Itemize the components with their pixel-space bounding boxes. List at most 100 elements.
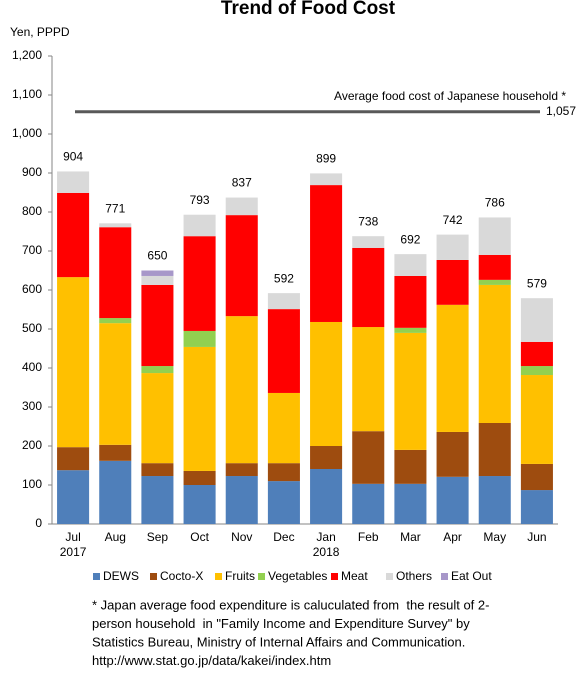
bar-segment <box>99 323 132 445</box>
x-tick-label: Nov <box>231 530 252 544</box>
bar-segment <box>267 309 300 393</box>
bar-segment <box>478 254 511 280</box>
bar-segment <box>99 318 132 324</box>
bar-segment <box>352 483 385 524</box>
bar-segment <box>520 490 553 524</box>
total-label: 904 <box>63 150 83 164</box>
total-label: 592 <box>274 271 294 285</box>
total-label: 837 <box>232 176 252 190</box>
bar-segment <box>520 341 553 367</box>
bar-segment <box>141 270 174 276</box>
legend-label: Others <box>396 569 432 583</box>
bar-segment <box>225 215 258 317</box>
bar-segment <box>225 476 258 524</box>
x-tick-label: Jun <box>527 530 546 544</box>
bar-segment <box>478 279 511 285</box>
bar-segment <box>225 316 258 464</box>
bar-segment <box>141 463 174 477</box>
legend-swatch <box>386 573 393 580</box>
y-tick-label: 1,200 <box>12 48 42 62</box>
bar-segment <box>478 476 511 524</box>
bar-segment <box>436 234 469 260</box>
footnote: http://www.stat.go.jp/data/kakei/index.h… <box>92 653 331 668</box>
bar-segment <box>394 275 427 328</box>
legend-label: DEWS <box>103 569 139 583</box>
legend-swatch <box>441 573 448 580</box>
bar-segment <box>183 236 216 331</box>
bar-segment <box>310 321 343 446</box>
legend-label: Cocto-X <box>160 569 203 583</box>
bar-segment <box>478 284 511 423</box>
legend-label: Meat <box>341 569 368 583</box>
y-tick-label: 800 <box>22 204 42 218</box>
bar-segment <box>99 460 132 524</box>
bar-segment <box>520 366 553 376</box>
bar-segment <box>394 332 427 450</box>
y-axis-label: Yen, PPPD <box>10 25 70 39</box>
y-tick-label: 500 <box>22 321 42 335</box>
bar-segment <box>520 375 553 464</box>
bar-segment <box>57 447 90 471</box>
bar-segment <box>141 366 174 374</box>
bar-segment <box>267 463 300 482</box>
y-tick-label: 200 <box>22 438 42 452</box>
footnote: person household in "Family Income and E… <box>92 616 470 631</box>
x-tick-label: Aug <box>105 530 126 544</box>
y-tick-label: 0 <box>35 516 42 530</box>
bar-segment <box>436 431 469 477</box>
bar-segment <box>267 392 300 464</box>
x-tick-label: May <box>483 530 506 544</box>
footnote: * Japan average food expenditure is calu… <box>92 597 489 612</box>
x-tick-label: Jul <box>65 530 80 544</box>
bar-segment <box>310 469 343 524</box>
y-tick-label: 100 <box>22 477 42 491</box>
y-tick-label: 900 <box>22 165 42 179</box>
bar-segment <box>310 173 343 186</box>
bar-segment <box>352 236 385 248</box>
bar-segment <box>267 481 300 524</box>
x-tick-label: Jan <box>316 530 335 544</box>
bar-segment <box>141 284 174 367</box>
y-tick-label: 1,000 <box>12 126 42 140</box>
total-label: 771 <box>105 201 125 215</box>
year-label: 2017 <box>60 545 87 559</box>
total-label: 650 <box>147 249 167 263</box>
bar-segment <box>57 470 90 524</box>
bar-segment <box>99 227 132 319</box>
bar-segment <box>394 254 427 276</box>
bar-segment <box>310 185 343 322</box>
chart-title: Trend of Food Cost <box>221 0 396 19</box>
bar-segment <box>99 444 132 461</box>
bar-segment <box>183 485 216 524</box>
bar-segment <box>225 463 258 477</box>
y-tick-label: 700 <box>22 243 42 257</box>
legend-label: Eat Out <box>451 569 492 583</box>
total-label: 692 <box>400 232 420 246</box>
total-label: 742 <box>443 213 463 227</box>
bar-segment <box>352 327 385 432</box>
legend-swatch <box>93 573 100 580</box>
legend-swatch <box>215 573 222 580</box>
bar-segment <box>478 422 511 477</box>
year-label: 2018 <box>313 545 340 559</box>
total-label: 579 <box>527 276 547 290</box>
bar-segment <box>57 277 90 448</box>
legend-swatch <box>331 573 338 580</box>
x-tick-label: Oct <box>190 530 209 544</box>
bar-segment <box>394 327 427 333</box>
y-tick-label: 1,100 <box>12 87 42 101</box>
bar-segment <box>99 223 132 228</box>
bar-segment <box>520 298 553 342</box>
total-label: 793 <box>190 193 210 207</box>
bar-segment <box>352 247 385 328</box>
bar-segment <box>225 197 258 216</box>
bar-segment <box>141 476 174 524</box>
bar-segment <box>394 483 427 524</box>
x-tick-label: Apr <box>443 530 462 544</box>
bar-segment <box>183 214 216 237</box>
bar-segment <box>183 346 216 471</box>
y-tick-label: 600 <box>22 282 42 296</box>
bar-segment <box>141 373 174 464</box>
footnote: Statistics Bureau, Ministry of Internal … <box>92 634 465 649</box>
bar-segment <box>267 293 300 310</box>
